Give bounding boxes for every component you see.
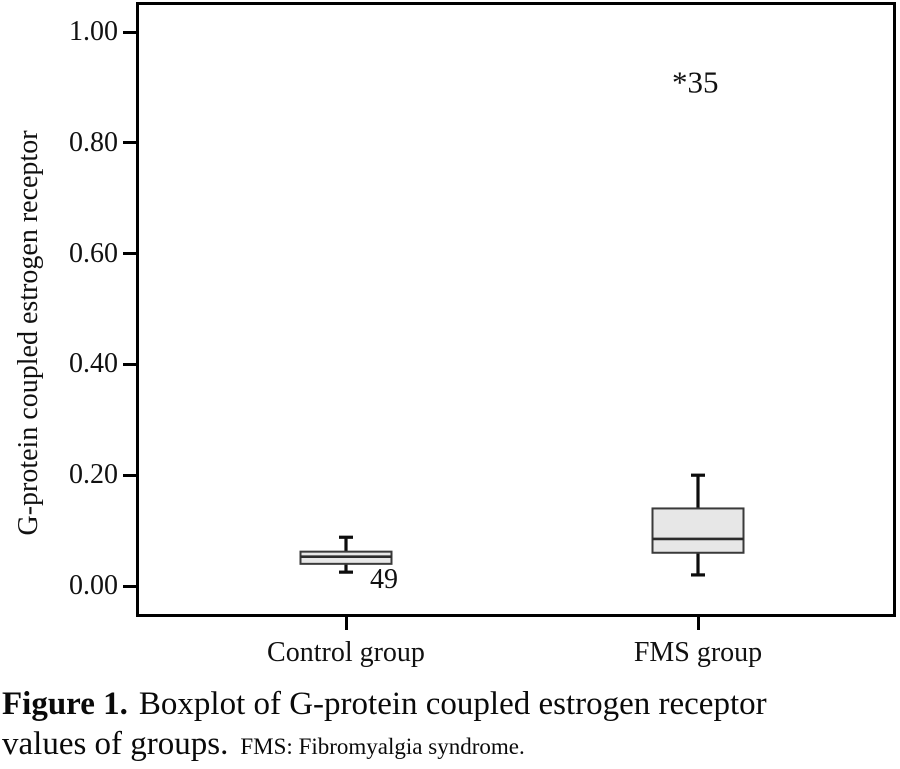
x-tick-mark-0 [344, 617, 348, 630]
boxplot-control-group: 49 [299, 535, 398, 595]
boxplot-fms-group: *35 [651, 64, 745, 577]
x-category-label-0: Control group [267, 637, 425, 668]
y-tick-label-0.40: 0.40 [69, 348, 118, 380]
x-tick-mark-1 [696, 617, 700, 630]
x-category-label-1: FMS group [633, 637, 763, 668]
y-tick-mark-0.80 [123, 141, 136, 145]
y-tick-label-1.00: 1.00 [69, 16, 118, 47]
annotation-49: 49 [370, 564, 398, 595]
y-tick-label-0.20: 0.20 [69, 459, 118, 491]
plot-area-frame [136, 2, 896, 617]
figure-label: Figure 1. [2, 686, 128, 722]
y-tick-mark-0.00 [123, 584, 136, 588]
y-tick-mark-1.00 [123, 30, 136, 34]
figure-caption: Figure 1. Boxplot of G-protein coupled es… [2, 684, 900, 767]
annotation-star-35: *35 [672, 64, 719, 99]
y-tick-label-0.80: 0.80 [69, 126, 118, 158]
caption-line2: values of groups. [2, 726, 229, 762]
caption-footnote: FMS: Fibromyalgia syndrome. [240, 734, 525, 759]
y-tick-mark-0.60 [123, 252, 136, 256]
y-tick-mark-0.40 [123, 362, 136, 366]
y-tick-mark-0.20 [123, 473, 136, 477]
y-tick-label-0.60: 0.60 [69, 237, 118, 269]
caption-line1: Boxplot of G-protein coupled estrogen re… [138, 686, 767, 722]
y-tick-label-0.00: 0.00 [69, 570, 118, 601]
